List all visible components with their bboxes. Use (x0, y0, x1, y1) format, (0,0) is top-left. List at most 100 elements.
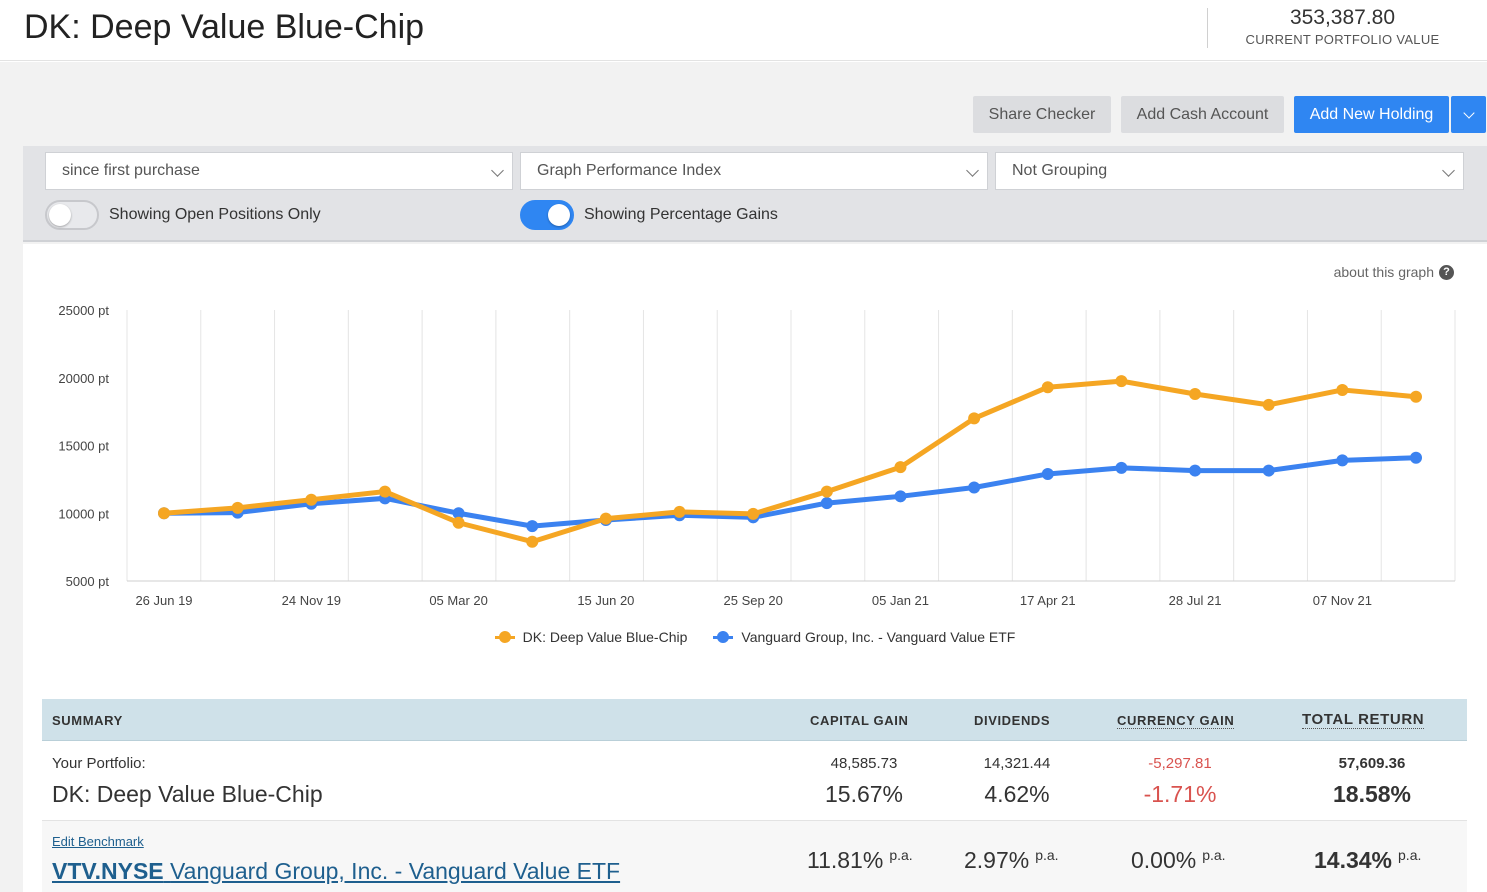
data-point (1115, 375, 1128, 388)
toggle-knob (548, 204, 570, 226)
chart-legend: DK: Deep Value Blue-Chip Vanguard Group,… (23, 629, 1487, 645)
data-point (968, 481, 981, 494)
data-point (1189, 464, 1202, 477)
data-point (1115, 461, 1128, 474)
benchmark-name: Vanguard Group, Inc. - Vanguard Value ET… (170, 858, 621, 884)
percentage-gains-toggle[interactable] (520, 200, 574, 230)
legend-swatch-icon (713, 631, 734, 643)
dividends-pct: 4.62% (984, 781, 1050, 807)
y-tick-label: 25000 pt (58, 303, 109, 318)
chevron-down-icon (491, 164, 504, 177)
chevron-down-icon (1462, 106, 1475, 119)
data-point (820, 497, 833, 510)
chevron-down-icon (1442, 164, 1455, 177)
about-graph-link[interactable]: about this graph ? (1334, 264, 1454, 280)
data-point (599, 512, 612, 525)
data-point (1410, 390, 1422, 403)
y-tick-label: 5000 pt (66, 574, 110, 589)
data-point (452, 507, 465, 520)
x-tick-label: 28 Jul 21 (1169, 593, 1222, 608)
toggle-knob (49, 204, 71, 226)
open-positions-label: Showing Open Positions Only (109, 206, 321, 223)
legend-label-portfolio: DK: Deep Value Blue-Chip (522, 629, 688, 645)
your-portfolio-label: Your Portfolio: (52, 755, 146, 772)
data-point (1410, 451, 1422, 464)
open-positions-toggle[interactable] (45, 200, 99, 230)
data-point (526, 535, 539, 548)
x-tick-label: 24 Nov 19 (282, 593, 341, 608)
performance-chart: 5000 pt 10000 pt 15000 pt 20000 pt 25000 pt 2… (58, 303, 1456, 608)
dividends-heading: DIVIDENDS (974, 713, 1051, 728)
y-tick-label: 20000 pt (58, 371, 109, 386)
x-tick-label: 15 Jun 20 (577, 593, 634, 608)
capital-gain-value: 48,585.73 (830, 755, 898, 772)
portfolio-summary-row: Your Portfolio: DK: Deep Value Blue-Chip… (42, 741, 1467, 821)
series-line (163, 455, 1417, 529)
main-content: about this graph ? 5000 pt 10000 pt 15000 … (23, 244, 1487, 892)
benchmark-ticker: VTV.NYSE (52, 858, 164, 884)
currency-gain-pct: -1.71% (1143, 781, 1217, 807)
data-point (526, 520, 539, 533)
capital-gain-heading: CAPITAL GAIN (810, 713, 909, 728)
add-holding-dropdown-button[interactable] (1451, 96, 1486, 133)
x-tick-label: 17 Apr 21 (1020, 593, 1076, 608)
data-point (378, 485, 391, 498)
portfolio-value-label: CURRENT PORTFOLIO VALUE (1245, 32, 1440, 47)
total-return-heading[interactable]: TOTAL RETURN (1302, 711, 1425, 729)
summary-header: SUMMARY CAPITAL GAIN DIVIDENDS CURRENCY … (42, 699, 1467, 741)
data-point (894, 461, 907, 474)
benchmark-dividends: 2.97% p.a. (964, 847, 1059, 873)
data-point (1041, 381, 1054, 394)
data-point (820, 485, 833, 498)
summary-heading: SUMMARY (52, 713, 123, 728)
page-title: DK: Deep Value Blue-Chip (24, 8, 425, 46)
legend-swatch-icon (494, 631, 515, 643)
data-point (968, 412, 981, 425)
currency-gain-heading[interactable]: CURRENCY GAIN (1117, 713, 1235, 729)
graph-type-select-value: Graph Performance Index (537, 162, 722, 179)
legend-item-portfolio[interactable]: DK: Deep Value Blue-Chip (494, 629, 688, 645)
x-tick-label: 05 Mar 20 (429, 593, 488, 608)
x-tick-label: 26 Jun 19 (135, 593, 192, 608)
portfolio-name: DK: Deep Value Blue-Chip (52, 781, 323, 807)
x-tick-label: 07 Nov 21 (1313, 593, 1372, 608)
share-checker-button[interactable]: Share Checker (973, 96, 1111, 133)
y-tick-label: 10000 pt (58, 506, 109, 521)
series-line (163, 378, 1417, 545)
data-point (1189, 388, 1202, 401)
x-tick-label: 05 Jan 21 (872, 593, 929, 608)
benchmark-capital-gain: 11.81% p.a. (807, 847, 913, 873)
period-select-value: since first purchase (62, 162, 200, 179)
percentage-gains-label: Showing Percentage Gains (584, 206, 778, 223)
add-cash-account-button[interactable]: Add Cash Account (1121, 96, 1284, 133)
about-graph-label: about this graph (1333, 264, 1434, 280)
legend-label-benchmark: Vanguard Group, Inc. - Vanguard Value ET… (741, 629, 1016, 645)
data-point (305, 493, 318, 506)
graph-type-select[interactable]: Graph Performance Index (520, 152, 988, 190)
data-point (673, 505, 686, 518)
edit-benchmark-link[interactable]: Edit Benchmark (52, 834, 144, 849)
page-header: DK: Deep Value Blue-Chip 353,387.80 CURR… (0, 0, 1487, 61)
benchmark-link[interactable]: VTV.NYSE Vanguard Group, Inc. - Vanguard… (52, 858, 620, 885)
header-divider (1207, 8, 1208, 48)
data-point (747, 507, 760, 520)
data-point (1262, 464, 1275, 477)
data-point (894, 490, 907, 503)
legend-item-benchmark[interactable]: Vanguard Group, Inc. - Vanguard Value ET… (713, 629, 1015, 645)
dividends-value: 14,321.44 (983, 755, 1051, 772)
data-point (1336, 454, 1349, 467)
add-new-holding-button[interactable]: Add New Holding (1294, 96, 1449, 133)
data-point (1262, 398, 1275, 411)
chevron-down-icon (966, 164, 979, 177)
grouping-select[interactable]: Not Grouping (995, 152, 1464, 190)
benchmark-summary-row: Edit Benchmark VTV.NYSE Vanguard Group, … (42, 821, 1467, 892)
grouping-select-value: Not Grouping (1012, 162, 1108, 179)
period-select[interactable]: since first purchase (45, 152, 513, 190)
total-return-pct: 18.58% (1332, 781, 1411, 807)
data-point (452, 516, 465, 529)
x-tick-label: 25 Sep 20 (724, 593, 783, 608)
y-tick-label: 15000 pt (58, 439, 109, 454)
benchmark-currency-gain: 0.00% p.a. (1131, 847, 1226, 873)
help-icon: ? (1439, 264, 1454, 280)
total-return-value: 57,609.36 (1338, 755, 1406, 772)
